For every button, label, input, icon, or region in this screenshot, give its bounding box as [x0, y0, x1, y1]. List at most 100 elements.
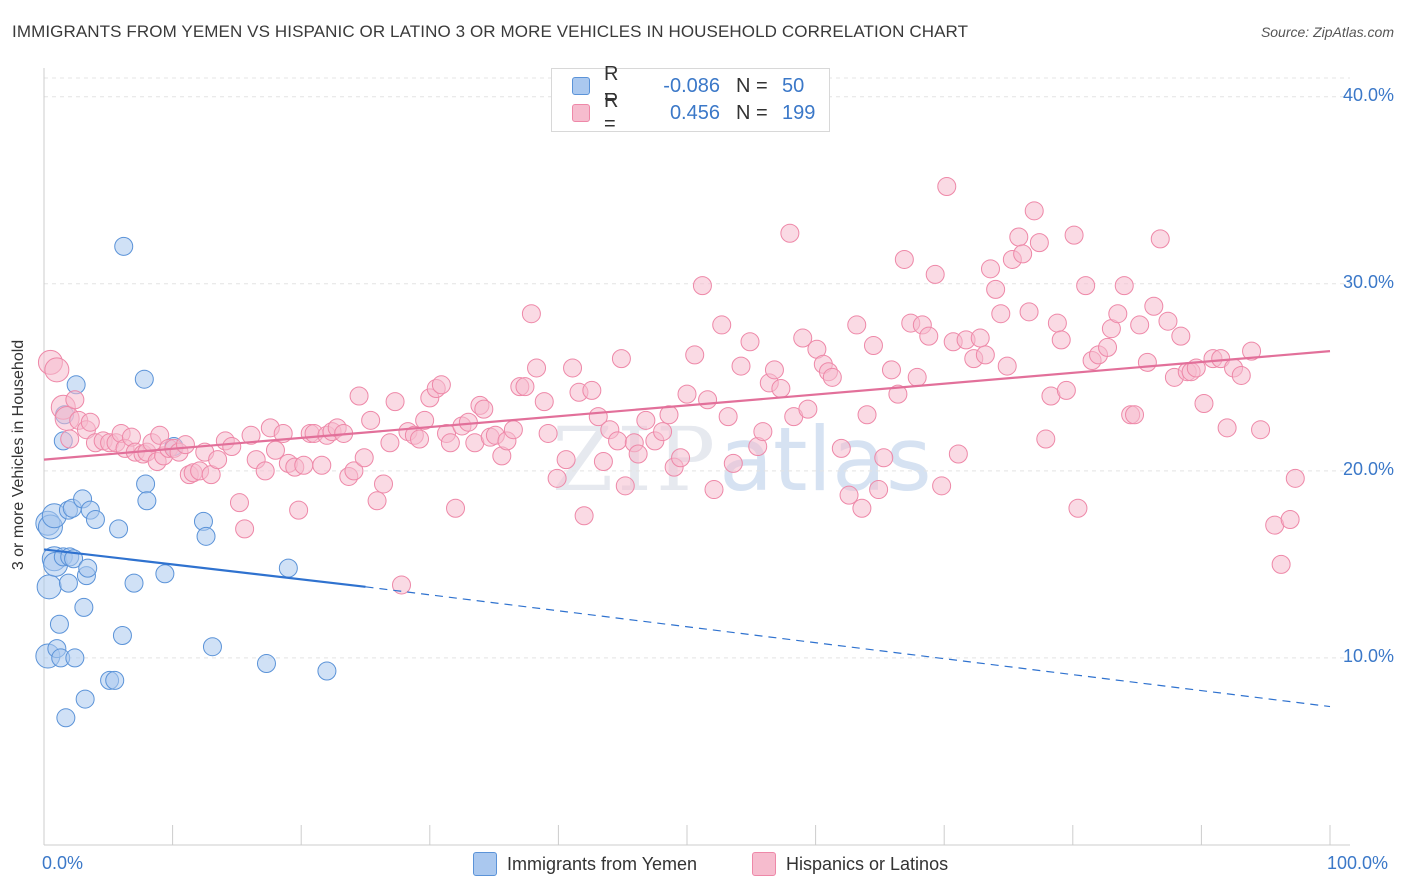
data-point: [136, 474, 156, 494]
data-point: [593, 452, 613, 471]
data-point: [822, 367, 842, 387]
data-point: [75, 689, 95, 709]
series-legend: Immigrants from Yemen Hispanics or Latin…: [0, 852, 1406, 878]
data-point: [273, 423, 293, 443]
legend-r-value: -0.086: [663, 74, 720, 97]
data-point: [991, 304, 1011, 324]
data-point: [1158, 311, 1178, 331]
source-label: Source: ZipAtlas.com: [1260, 24, 1394, 40]
data-point: [385, 392, 405, 412]
data-point: [937, 177, 957, 197]
data-point: [723, 453, 743, 473]
trend-lines: [43, 350, 1331, 708]
data-point: [534, 392, 554, 412]
data-point: [986, 279, 1006, 299]
data-point: [202, 637, 222, 657]
data-point: [1029, 233, 1049, 253]
data-point: [740, 332, 760, 352]
trend-line-extension-0: [365, 586, 1331, 708]
data-point: [556, 450, 576, 470]
legend-r-value: 0.456: [669, 101, 720, 124]
data-point: [563, 358, 583, 378]
data-point: [222, 437, 242, 457]
data-point: [60, 429, 80, 449]
legend-swatch-hispanic: [572, 104, 590, 122]
data-point: [636, 410, 656, 430]
data-point: [1056, 380, 1076, 400]
data-point: [65, 648, 85, 668]
legend-swatch-yemen: [572, 77, 590, 95]
data-point: [1130, 315, 1150, 335]
data-point: [863, 336, 883, 356]
data-point: [925, 264, 945, 284]
chart-title: IMMIGRANTS FROM YEMEN VS HISPANIC OR LAT…: [12, 22, 969, 41]
data-point: [431, 375, 451, 395]
data-point: [932, 476, 952, 496]
data-point: [361, 410, 381, 430]
data-point: [907, 367, 927, 387]
data-point: [685, 345, 705, 365]
data-point: [1137, 352, 1157, 372]
legend-label-yemen: Immigrants from Yemen: [507, 853, 698, 874]
data-point: [58, 573, 78, 593]
data-point: [919, 326, 939, 346]
data-point: [611, 349, 631, 369]
data-point: [847, 315, 867, 335]
data-point: [474, 399, 494, 419]
legend-n-value: 50: [782, 74, 805, 97]
stats-legend: R = -0.086 N = 50 R = 0.456 N = 199: [551, 63, 830, 135]
data-point: [1285, 468, 1305, 488]
data-point: [354, 448, 374, 468]
data-point: [44, 357, 70, 383]
data-point: [1047, 313, 1067, 333]
data-point: [294, 455, 314, 475]
data-point: [764, 360, 784, 380]
data-point: [78, 558, 98, 578]
data-point: [753, 422, 773, 442]
data-point: [380, 433, 400, 453]
data-point: [839, 485, 859, 505]
data-point: [731, 356, 751, 376]
data-point: [1076, 276, 1096, 296]
data-point: [440, 433, 460, 453]
data-point: [1114, 276, 1134, 296]
data-point: [229, 493, 249, 513]
data-point: [1271, 554, 1291, 574]
data-point: [677, 384, 697, 404]
data-point: [256, 654, 276, 674]
data-point: [521, 304, 541, 324]
data-point: [780, 223, 800, 243]
data-point: [1242, 341, 1262, 361]
y-tick-label: 30.0%: [1342, 271, 1394, 292]
data-point: [415, 410, 435, 430]
data-point: [831, 438, 851, 458]
data-point: [857, 405, 877, 425]
data-point: [124, 573, 144, 593]
series-hispanics-or-latinos: [37, 177, 1305, 595]
legend-n-label: N =: [736, 101, 768, 124]
legend-row-hispanic: R = 0.456 N = 199: [572, 90, 822, 135]
data-point: [137, 491, 157, 511]
data-point: [1051, 330, 1071, 350]
data-point: [698, 390, 718, 410]
data-point: [1019, 302, 1039, 322]
y-tick-label: 40.0%: [1342, 84, 1394, 105]
data-point: [1150, 229, 1170, 249]
watermark-atlas: atlas: [719, 408, 932, 511]
data-point: [410, 429, 430, 449]
data-point: [692, 276, 712, 296]
trend-line-1: [43, 350, 1331, 461]
data-point: [1171, 326, 1191, 346]
data-point: [80, 412, 100, 432]
legend-n-label: N =: [736, 74, 768, 97]
data-point: [574, 506, 594, 526]
data-point: [134, 369, 154, 389]
legend-item-yemen: Immigrants from Yemen: [473, 852, 697, 876]
legend-n-value: 199: [782, 101, 816, 124]
y-axis-label: 3 or more Vehicles in Household: [10, 339, 27, 571]
data-point: [109, 519, 129, 539]
data-point: [114, 236, 134, 256]
data-point: [1009, 227, 1029, 247]
data-point: [235, 519, 255, 539]
data-point: [771, 379, 791, 399]
